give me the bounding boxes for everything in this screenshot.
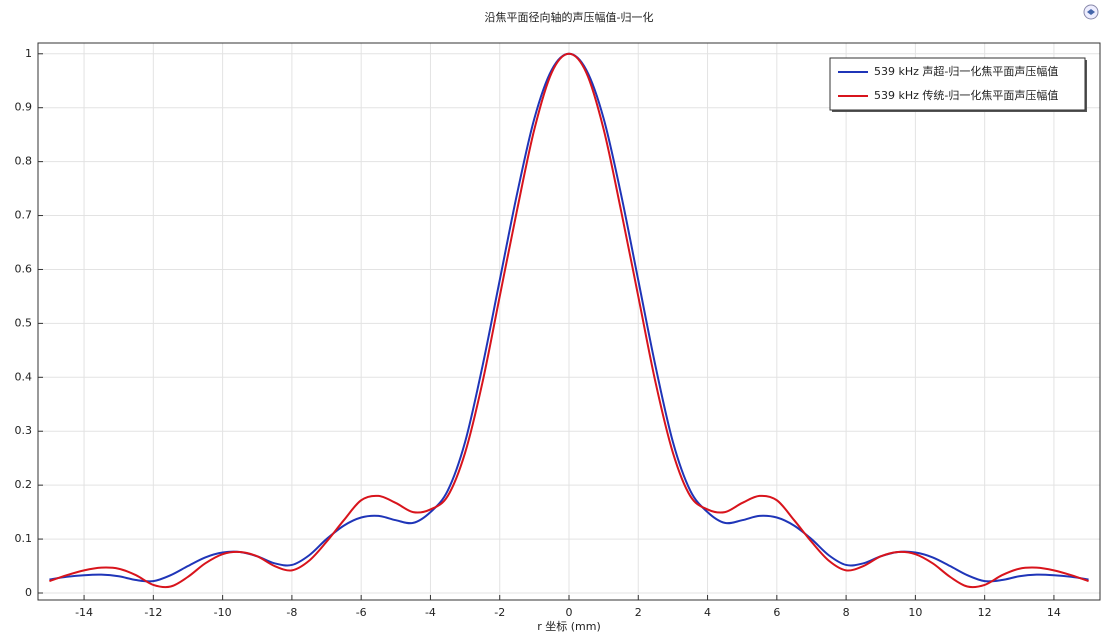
toolbar-icon[interactable]	[1083, 4, 1099, 20]
x-tick-label: -8	[286, 606, 297, 619]
x-tick-label: -14	[75, 606, 93, 619]
x-tick-label: 6	[773, 606, 780, 619]
x-tick-label: 4	[704, 606, 711, 619]
x-tick-label: 8	[843, 606, 850, 619]
x-tick-label: -2	[494, 606, 505, 619]
x-tick-label: 0	[566, 606, 573, 619]
y-tick-label: 1	[25, 47, 32, 60]
data-line	[49, 52, 1089, 589]
y-tick-label: 0.2	[15, 478, 33, 491]
y-tick-label: 0.1	[15, 532, 33, 545]
y-tick-label: 0.5	[15, 316, 33, 329]
y-tick-label: 0	[25, 586, 32, 599]
x-tick-label: -12	[144, 606, 162, 619]
x-tick-label: -4	[425, 606, 436, 619]
x-axis-label: r 坐标 (mm)	[537, 619, 601, 633]
chart-title: 沿焦平面径向轴的声压幅值-归一化	[485, 10, 654, 24]
y-tick-label: 0.9	[15, 101, 33, 114]
y-tick-label: 0.3	[15, 424, 33, 437]
legend: 539 kHz 声超-归一化焦平面声压幅值 539 kHz 传统-归一化焦平面声压…	[829, 57, 1087, 112]
legend-label: 539 kHz 传统-归一化焦平面声压幅值	[874, 88, 1058, 102]
y-tick-label: 0.7	[15, 209, 33, 222]
plot-frame	[37, 42, 1101, 601]
x-tick-label: 10	[908, 606, 922, 619]
legend-box	[829, 57, 1086, 111]
x-tick-label: -10	[214, 606, 232, 619]
x-tick-label: 14	[1047, 606, 1061, 619]
x-tick-label: -6	[356, 606, 367, 619]
y-tick-label: 0.4	[15, 370, 33, 383]
x-tick-label: 12	[978, 606, 992, 619]
legend-label: 539 kHz 声超-归一化焦平面声压幅值	[874, 64, 1058, 78]
y-tick-label: 0.8	[15, 155, 33, 168]
y-tick-label: 0.6	[15, 262, 33, 275]
x-tick-label: 2	[635, 606, 642, 619]
